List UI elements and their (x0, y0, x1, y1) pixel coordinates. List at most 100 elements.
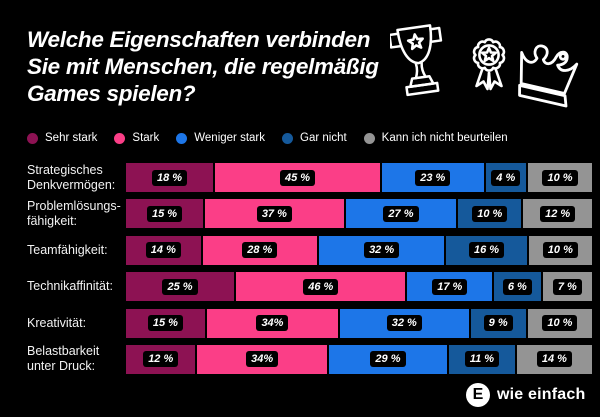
row-label-line: Technikaffinität: (27, 279, 113, 294)
stacked-bar: 18 % 45 % 23 % 4 % 10 % (126, 163, 592, 192)
bar-segment: 12 % (126, 344, 196, 374)
bar-value-label: 29 % (370, 351, 406, 368)
legend-item-3: Gar nicht (282, 132, 347, 144)
legend-dot-icon (176, 132, 188, 144)
bar-segment: 28 % (202, 235, 317, 265)
bar-segment: 27 % (345, 199, 457, 229)
chart-row-5: Belastbarkeit unter Druck: 12 % 34% 29 % 11 %… (0, 344, 600, 374)
crown-icon (518, 44, 579, 108)
bar-segment: 14 % (126, 235, 201, 265)
bar-segment: 7 % (542, 272, 593, 302)
bar-segment: 9 % (470, 308, 526, 338)
row-label-line: Denkvermögen: (27, 177, 116, 192)
legend-label: Sehr stark (45, 132, 98, 144)
bar-segment: 34% (197, 344, 327, 374)
stacked-bar: 14 % 28 % 32 % 16 % 10 % (126, 235, 592, 265)
bar-segment: 10 % (527, 308, 592, 338)
bar-value-label: 34% (246, 351, 279, 368)
row-label-line: Problemlösungs- (27, 198, 121, 213)
row-label: Belastbarkeit unter Druck: (27, 344, 123, 374)
bar-segment: 34% (206, 308, 339, 338)
legend-label: Stark (132, 132, 160, 144)
bar-segment: 15 % (126, 199, 204, 229)
title-line-3: Games spielen? (27, 81, 196, 106)
bar-value-label: 34% (256, 315, 289, 332)
bar-segment: 37 % (205, 199, 344, 229)
stacked-bar: 25 % 46 % 17 % 6 % 7 % (126, 272, 593, 302)
bar-value-label: 32 % (364, 242, 400, 259)
row-label-line: unter Druck: (27, 359, 96, 374)
bar-segment: 18 % (126, 163, 214, 192)
bar-value-label: 23 % (415, 169, 451, 186)
bar-value-label: 16 % (468, 242, 505, 259)
bar-segment: 6 % (494, 272, 541, 302)
bar-value-label: 15 % (147, 315, 183, 332)
stacked-bar: 12 % 34% 29 % 11 % 14 % (126, 344, 593, 374)
row-label: Kreativität: (27, 309, 123, 338)
row-label: Problemlösungs-fähigkeit: (27, 199, 123, 228)
chart-row-0: Strategisches Denkvermögen: 18 % 45 % 23 % 4 … (0, 163, 600, 192)
legend-dot-icon (114, 132, 126, 144)
bar-segment: 46 % (236, 272, 406, 302)
row-label: Strategisches Denkvermögen: (27, 163, 123, 192)
bar-value-label: 10 % (542, 169, 578, 186)
trophy-icon (390, 24, 443, 97)
title-line-2: Sie mit Menschen, die regelmäßig (27, 54, 379, 79)
bar-value-label: 17 % (432, 278, 468, 295)
logo-e-icon: E (466, 383, 490, 407)
bar-value-label: 9 % (483, 315, 513, 332)
bar-segment: 4 % (485, 163, 527, 192)
bar-value-label: 10 % (472, 205, 508, 222)
row-label: Teamfähigkeit: (27, 236, 123, 265)
legend-item-0: Sehr stark (27, 132, 97, 144)
bar-value-label: 28 % (242, 242, 278, 259)
bar-value-label: 25 % (162, 278, 198, 295)
logo-text: wie einfach (497, 386, 586, 403)
bar-value-label: 32 % (386, 315, 422, 332)
row-label: Technikaffinität: (27, 272, 123, 301)
bar-segment: 15 % (126, 308, 205, 338)
page-title: Welche Eigenschaften verbinden Sie mit M… (27, 26, 379, 107)
legend-label: Gar nicht (300, 132, 347, 144)
brand-logo: E wie einfach (466, 383, 585, 407)
bar-segment: 32 % (340, 308, 469, 338)
bar-segment: 29 % (328, 344, 448, 374)
legend-dot-icon (27, 132, 38, 144)
chart-row-2: Teamfähigkeit: 14 % 28 % 32 % 16 % 10 % (0, 235, 600, 265)
row-label-line: Belastbarkeit (27, 344, 100, 359)
bar-value-label: 4 % (491, 169, 521, 186)
legend-dot-icon (282, 132, 293, 144)
legend-item-1: Stark (114, 132, 159, 144)
legend: Sehr stark Stark Weniger stark Gar nicht Kan… (27, 132, 508, 144)
row-label-line: Strategisches (27, 162, 103, 177)
bar-segment: 12 % (523, 199, 592, 229)
row-label-line: Teamfähigkeit: (27, 242, 108, 257)
bar-value-label: 12 % (143, 351, 179, 368)
bar-value-label: 7 % (552, 278, 582, 295)
bar-segment: 23 % (382, 163, 484, 192)
row-label-line: fähigkeit: (27, 213, 78, 228)
medal-icon (472, 38, 506, 91)
bar-value-label: 10 % (542, 315, 578, 332)
bar-segment: 45 % (215, 163, 381, 192)
bar-segment: 17 % (407, 272, 493, 302)
bar-value-label: 14 % (536, 351, 572, 368)
stacked-bar: 15 % 34% 32 % 9 % 10 % (126, 308, 592, 338)
legend-item-4: Kann ich nicht beurteilen (363, 132, 508, 144)
bar-value-label: 14 % (145, 242, 181, 259)
bar-value-label: 10 % (542, 242, 578, 259)
chart-row-3: Technikaffinität: 25 % 46 % 17 % 6 % 7 % (0, 272, 600, 302)
bar-value-label: 12 % (540, 205, 576, 222)
legend-label: Weniger stark (194, 132, 265, 144)
bar-segment: 10 % (458, 199, 522, 229)
legend-dot-icon (363, 132, 375, 144)
title-line-1: Welche Eigenschaften verbinden (27, 27, 371, 52)
chart-rows: Strategisches Denkvermögen: 18 % 45 % 23 % 4 … (0, 163, 600, 374)
bar-segment: 14 % (516, 344, 593, 374)
bar-value-label: 11 % (464, 351, 500, 368)
bar-value-label: 27 % (383, 205, 419, 222)
bar-value-label: 15 % (146, 205, 183, 222)
bar-value-label: 6 % (502, 278, 532, 295)
bar-segment: 11 % (449, 344, 515, 374)
